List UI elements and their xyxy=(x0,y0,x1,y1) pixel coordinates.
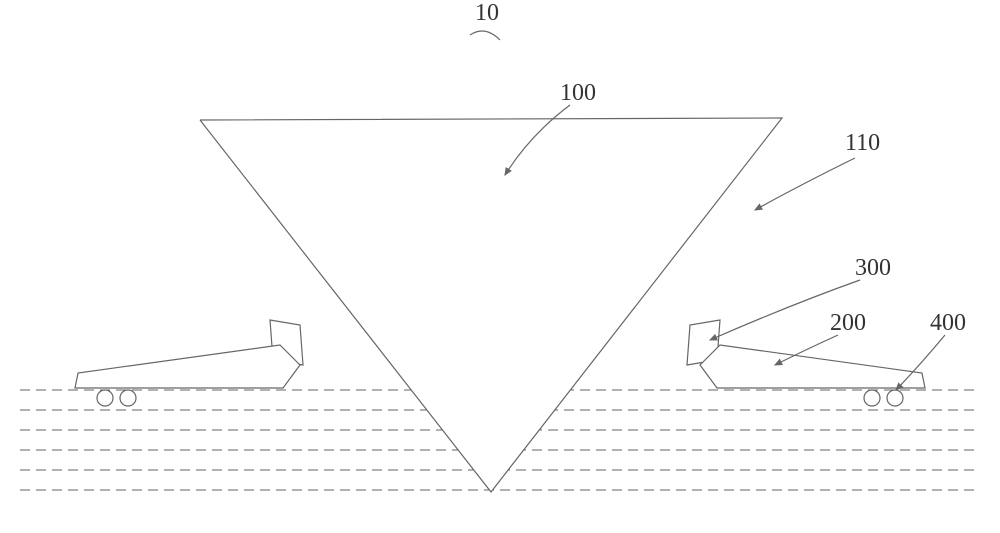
diagram-canvas xyxy=(0,0,1000,533)
label-wheel: 400 xyxy=(930,310,966,337)
label-hopper: 100 xyxy=(560,80,596,107)
label-wall: 110 xyxy=(845,130,880,157)
label-bracket: 300 xyxy=(855,255,891,282)
label-assembly: 10 xyxy=(475,0,499,27)
label-cart: 200 xyxy=(830,310,866,337)
